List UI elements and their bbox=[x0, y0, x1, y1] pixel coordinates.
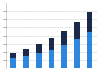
Bar bbox=[87, 12, 92, 32]
Bar bbox=[10, 58, 16, 68]
Bar bbox=[36, 44, 42, 53]
Bar bbox=[36, 53, 42, 68]
Bar bbox=[61, 31, 67, 45]
Bar bbox=[74, 39, 80, 68]
Bar bbox=[23, 56, 29, 68]
Bar bbox=[74, 22, 80, 39]
Bar bbox=[61, 45, 67, 68]
Bar bbox=[48, 38, 54, 50]
Bar bbox=[10, 53, 16, 58]
Bar bbox=[48, 50, 54, 68]
Bar bbox=[87, 32, 92, 68]
Bar bbox=[23, 49, 29, 56]
